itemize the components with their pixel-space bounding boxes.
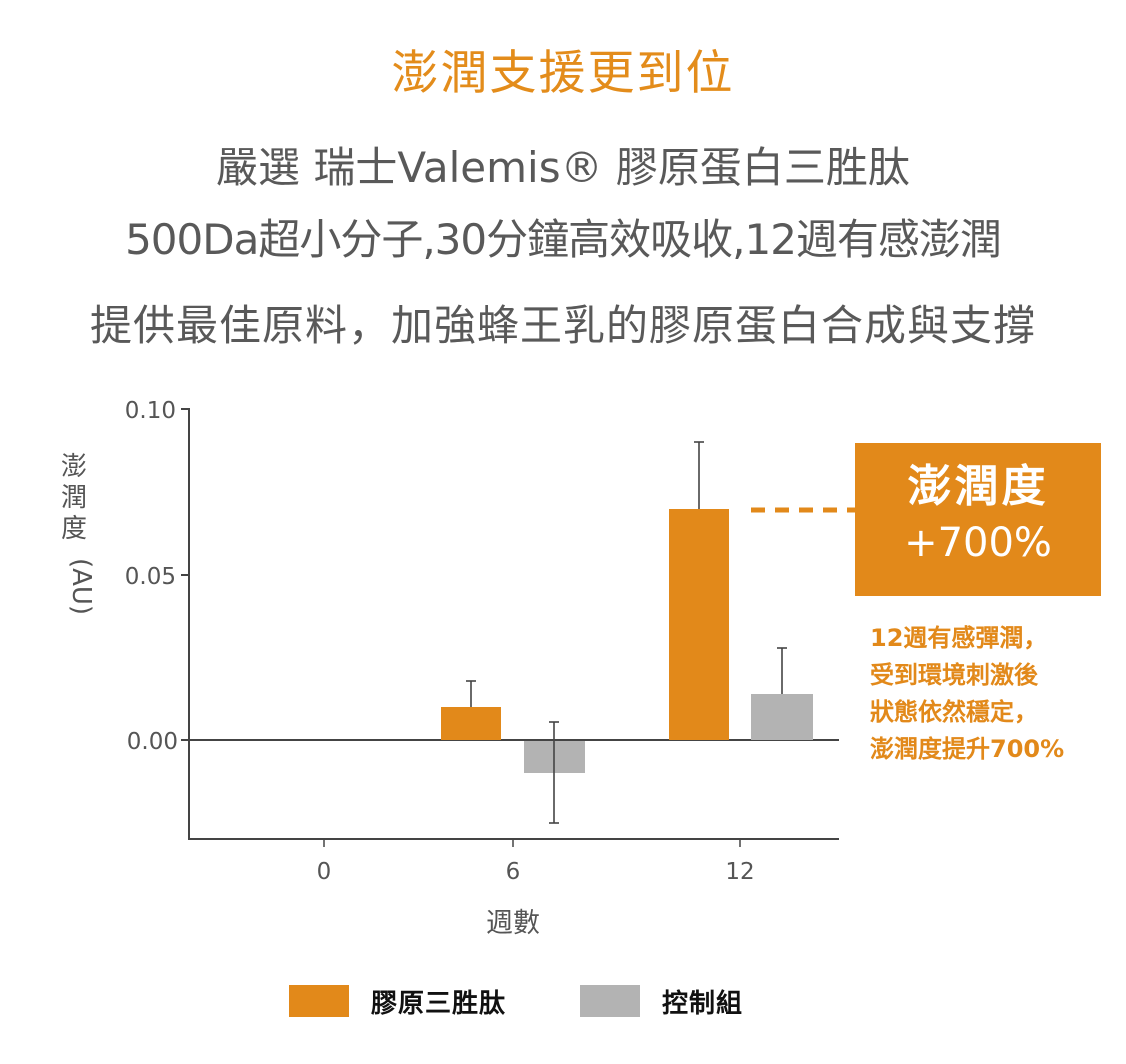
legend-swatch-orange <box>289 985 349 1017</box>
callout-value: +700% <box>904 520 1052 566</box>
x-tick-label: 0 <box>317 859 332 885</box>
legend-label: 膠原三胜肽 <box>371 988 507 1019</box>
subtitle-line-1: 嚴選 瑞士Valemis® 膠原蛋白三胜肽 <box>216 143 910 192</box>
y-axis-label: 澎 潤 度 (AU) <box>52 452 96 615</box>
note-line: 狀態依然穩定， <box>870 698 1038 726</box>
y-axis-label-char: 潤 <box>60 483 87 513</box>
note-line: 受到環境刺激後 <box>870 661 1038 689</box>
x-tick-label: 6 <box>506 859 521 885</box>
error-bars <box>466 441 787 824</box>
bar-collagen-week12 <box>669 509 729 740</box>
y-tick-label: 0.10 <box>125 398 176 424</box>
bar-collagen-week6 <box>441 707 501 740</box>
legend-swatch-grey <box>580 985 640 1017</box>
y-tick-label: 0.00 <box>127 729 178 755</box>
legend-item-control: 控制組 <box>580 985 744 1019</box>
subtitle-line-2: 500Da超小分子,30分鐘高效吸收,12週有感澎潤 <box>125 215 1002 264</box>
callout-note: 12週有感彈潤， 受到環境刺激後 狀態依然穩定， 澎潤度提升700% <box>870 620 1064 768</box>
y-tick-labels: 0.10 0.05 0.00 <box>125 398 178 755</box>
legend-item-collagen: 膠原三胜肽 <box>289 985 507 1019</box>
y-tick-label: 0.05 <box>125 564 176 590</box>
page-title: 澎潤支援更到位 <box>391 46 735 101</box>
note-line: 澎潤度提升700% <box>870 735 1065 763</box>
callout-title: 澎潤度 <box>907 461 1049 512</box>
x-tick-label: 12 <box>725 859 754 885</box>
subtitle-line-3: 提供最佳原料，加強蜂王乳的膠原蛋白合成與支撐 <box>89 301 1036 350</box>
callout-box: 澎潤度 +700% <box>855 443 1101 596</box>
y-axis-label-char: 澎 <box>60 452 87 482</box>
y-axis-label-char: 度 <box>60 514 87 544</box>
legend-label: 控制組 <box>662 988 744 1019</box>
x-tick-labels: 0 6 12 <box>317 859 755 885</box>
bar-control-week12 <box>751 694 813 740</box>
axes <box>181 408 839 847</box>
x-axis-label: 週數 <box>486 908 540 939</box>
note-line: 12週有感彈潤， <box>870 624 1048 652</box>
